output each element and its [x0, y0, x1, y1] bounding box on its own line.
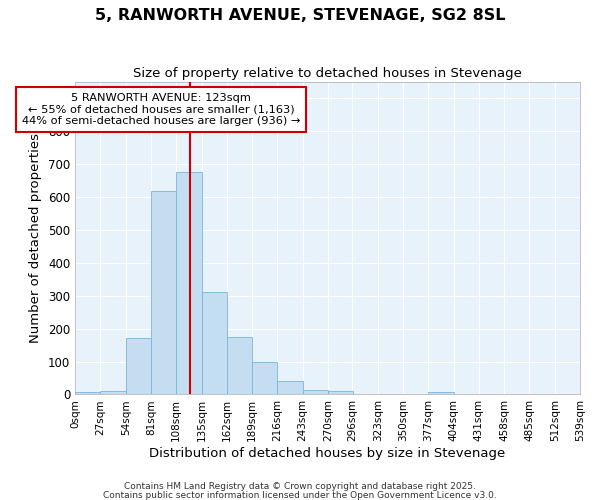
Bar: [151, 192, 176, 394]
Bar: [428, 392, 454, 394]
Bar: [303, 390, 328, 394]
Bar: [277, 382, 303, 394]
Bar: [75, 392, 100, 394]
Bar: [252, 362, 277, 394]
Bar: [176, 172, 202, 394]
Text: 5, RANWORTH AVENUE, STEVENAGE, SG2 8SL: 5, RANWORTH AVENUE, STEVENAGE, SG2 8SL: [95, 8, 505, 22]
Title: Size of property relative to detached houses in Stevenage: Size of property relative to detached ho…: [133, 68, 522, 80]
Bar: [328, 390, 353, 394]
Bar: [126, 338, 151, 394]
Bar: [202, 292, 227, 394]
X-axis label: Distribution of detached houses by size in Stevenage: Distribution of detached houses by size …: [149, 447, 506, 460]
Text: Contains HM Land Registry data © Crown copyright and database right 2025.: Contains HM Land Registry data © Crown c…: [124, 482, 476, 491]
Text: 5 RANWORTH AVENUE: 123sqm
← 55% of detached houses are smaller (1,163)
44% of se: 5 RANWORTH AVENUE: 123sqm ← 55% of detac…: [22, 92, 300, 126]
Y-axis label: Number of detached properties: Number of detached properties: [29, 133, 43, 343]
Bar: [100, 390, 126, 394]
Bar: [227, 337, 252, 394]
Text: Contains public sector information licensed under the Open Government Licence v3: Contains public sector information licen…: [103, 490, 497, 500]
